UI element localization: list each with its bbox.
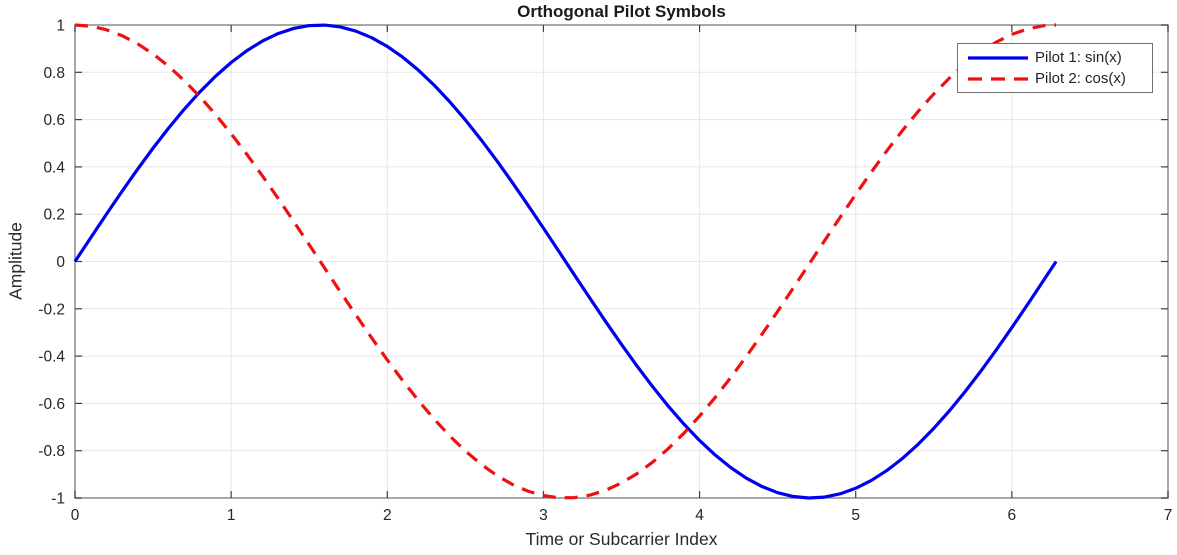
y-tick-label: -1 [51,491,65,508]
x-tick-label: 5 [851,507,860,524]
legend-item-sin: Pilot 1: sin(x) [967,47,1146,68]
x-tick-label: 0 [71,507,80,524]
x-tick-label: 7 [1164,507,1173,524]
y-tick-label: 0.2 [43,207,65,224]
y-tick-label: 1 [56,18,65,35]
y-axis-label: Amplitude [5,222,26,300]
x-tick-label: 1 [227,507,236,524]
y-tick-label: 0.6 [43,112,65,129]
series-line-cos [74,23,1057,500]
y-tick-label: -0.8 [38,443,65,460]
x-tick-label: 3 [539,507,548,524]
y-tick-label: -0.2 [38,301,65,318]
chart-title: Orthogonal Pilot Symbols [517,2,726,21]
legend-label-sin: Pilot 1: sin(x) [1035,49,1122,66]
y-tick-label: -0.4 [38,349,65,366]
x-tick-label: 6 [1008,507,1017,524]
y-tick-label: 0.4 [43,159,65,176]
legend-item-cos: Pilot 2: cos(x) [967,68,1146,89]
legend-label-cos: Pilot 2: cos(x) [1035,70,1126,87]
legend-box: Pilot 1: sin(x) Pilot 2: cos(x) [957,43,1153,93]
legend-line-solid-icon [968,55,1028,60]
y-tick-label: -0.6 [38,396,65,413]
x-axis-label: Time or Subcarrier Index [525,529,718,549]
x-tick-label: 2 [383,507,392,524]
y-tick-label: 0 [56,254,65,271]
x-tick-label: 4 [695,507,704,524]
series-line-sin [73,23,1058,500]
y-tick-label: 0.8 [43,65,65,82]
legend-line-dashed-icon [968,76,1028,81]
